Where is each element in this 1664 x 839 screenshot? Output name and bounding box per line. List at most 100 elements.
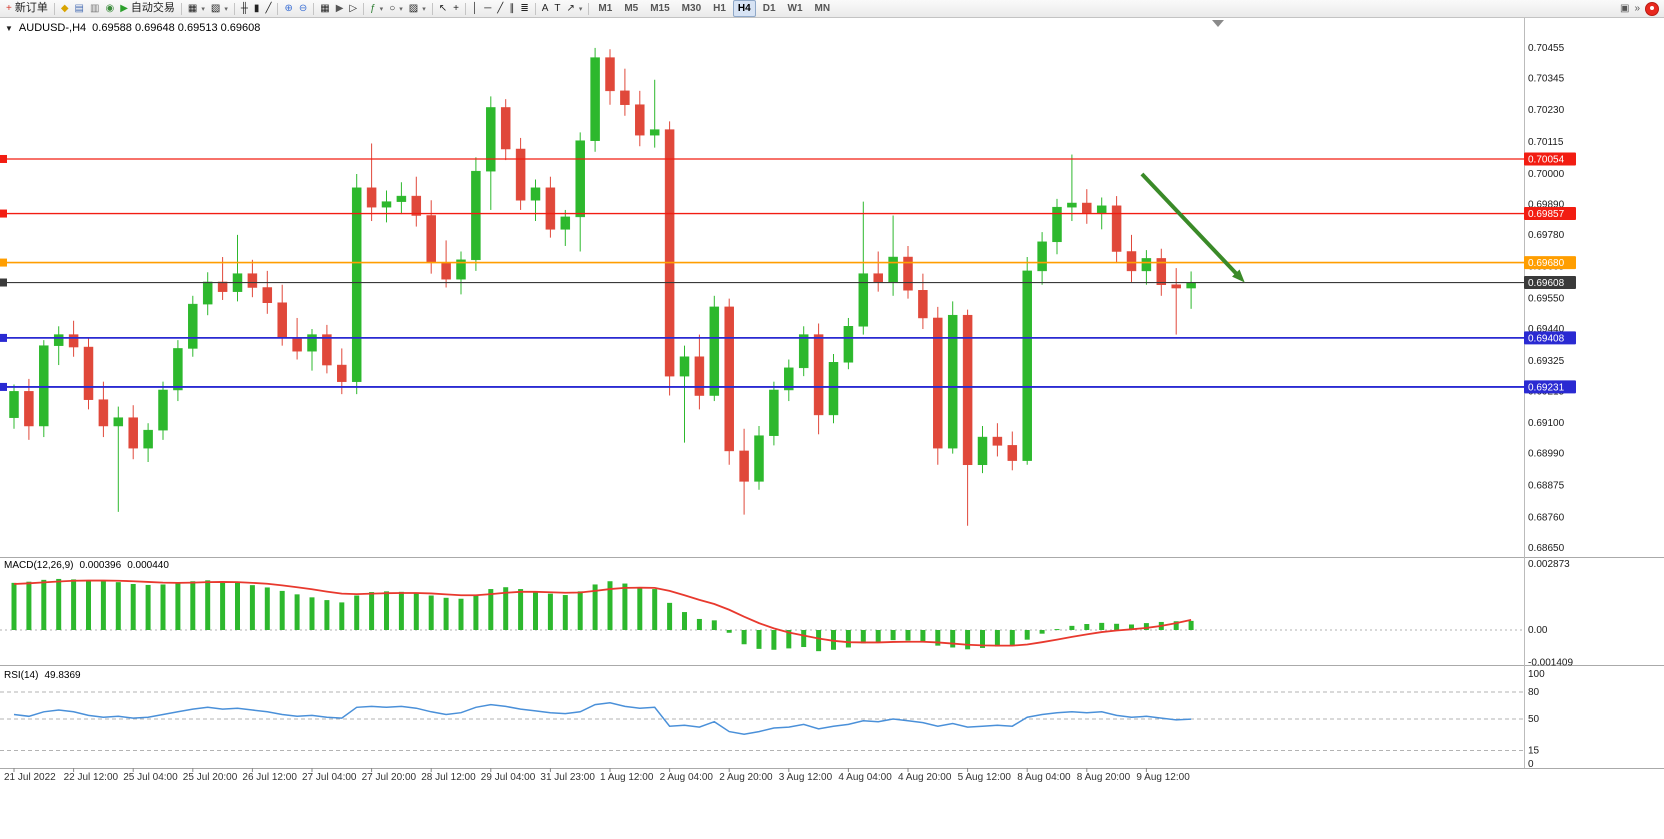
price-tag xyxy=(1524,152,1576,166)
svg-text:0.00: 0.00 xyxy=(1528,625,1548,636)
svg-text:31 Jul 23:00: 31 Jul 23:00 xyxy=(540,772,595,783)
window-list-icon[interactable]: ▣ xyxy=(1619,3,1630,14)
svg-text:25 Jul 04:00: 25 Jul 04:00 xyxy=(123,772,178,783)
candlestick-chart-icon-glyph: ▮ xyxy=(253,3,260,14)
more-commands-icon[interactable]: » xyxy=(1634,3,1640,14)
svg-text:5 Aug 12:00: 5 Aug 12:00 xyxy=(958,772,1012,783)
zoom-in-icon[interactable]: ⊕ xyxy=(281,1,295,16)
chart-window: 0.70455 0.70345 0.70230 0.70115 0.70000 0.698… xyxy=(0,18,1664,839)
dropdown-caret-icon: ▾ xyxy=(201,5,205,13)
timeframe-d1-button[interactable]: D1 xyxy=(762,3,776,14)
svg-text:0.70115: 0.70115 xyxy=(1528,137,1564,148)
timeframe-m1-button[interactable]: M1 xyxy=(598,3,613,14)
new-order-button[interactable]: + 新订单 xyxy=(3,1,51,16)
tile-windows-icon-glyph: ▦ xyxy=(320,3,330,14)
periods-icon[interactable]: ○ ▾ xyxy=(386,1,406,16)
svg-text:0.69231: 0.69231 xyxy=(1528,382,1565,393)
toolbar-separator xyxy=(363,2,365,15)
trend-arrow-line[interactable] xyxy=(1140,172,1241,279)
auto-trading-glyph: ▶ xyxy=(120,3,128,14)
line-left-tag xyxy=(0,154,7,163)
chart-shift-icon[interactable]: ▷ xyxy=(346,1,360,16)
arrows-icon[interactable]: ↗ ▾ xyxy=(564,1,586,16)
price-chart-canvas[interactable]: 0.70455 0.70345 0.70230 0.70115 0.70000 0.698… xyxy=(0,18,1664,839)
cursor-icon-glyph: ↖ xyxy=(438,3,448,14)
svg-text:2 Aug 04:00: 2 Aug 04:00 xyxy=(660,772,714,783)
trendline-icon[interactable]: ╱ xyxy=(494,1,506,16)
svg-text:27 Jul 04:00: 27 Jul 04:00 xyxy=(302,772,357,783)
fibonacci-icon[interactable]: ≣ xyxy=(517,1,531,16)
text-icon[interactable]: A xyxy=(539,1,552,16)
toolbar-separator xyxy=(588,2,590,15)
data-window-icon[interactable]: ▥ xyxy=(87,1,102,16)
channel-icon[interactable]: ∥ xyxy=(506,1,517,16)
timeframe-h4-button[interactable]: H4 xyxy=(732,0,756,17)
chart-shift-marker[interactable] xyxy=(1212,20,1224,27)
channel-icon-glyph: ∥ xyxy=(509,3,515,14)
svg-text:0.69440: 0.69440 xyxy=(1528,324,1565,335)
timeframe-m30-button[interactable]: M30 xyxy=(681,3,702,14)
rsi-line xyxy=(13,702,1192,736)
text-icon-glyph: A xyxy=(541,3,549,14)
svg-text:0.69857: 0.69857 xyxy=(1528,209,1565,220)
navigator-icon[interactable]: ◉ xyxy=(102,1,117,16)
vertical-line-icon[interactable]: │ xyxy=(469,1,481,16)
profiles-icon-glyph: ▧ xyxy=(210,3,221,14)
svg-text:21 Jul 2022: 21 Jul 2022 xyxy=(4,772,56,783)
tile-windows-icon[interactable]: ▦ xyxy=(317,1,332,16)
svg-text:0.68650: 0.68650 xyxy=(1528,543,1565,554)
line-left-tag xyxy=(0,278,7,287)
zoom-out-icon-glyph: ⊖ xyxy=(298,3,308,14)
rsi-axis: 100 80 50 15 0 xyxy=(1528,669,1545,770)
navigator-icon-glyph: ◉ xyxy=(105,3,115,14)
alert-badge-icon[interactable] xyxy=(1645,1,1659,16)
svg-text:0.69780: 0.69780 xyxy=(1528,230,1565,241)
templates-icon[interactable]: ▨ ▾ xyxy=(406,1,429,16)
auto-trading-button[interactable]: ▶ 自动交易 xyxy=(117,1,178,16)
svg-text:0: 0 xyxy=(1528,759,1534,770)
timeframe-m5-button[interactable]: M5 xyxy=(624,3,639,14)
svg-text:0.69100: 0.69100 xyxy=(1528,418,1565,429)
text-label-icon-glyph: T xyxy=(554,3,561,14)
new-order-glyph: + xyxy=(6,3,12,14)
toolbar-separator xyxy=(534,2,536,15)
crosshair-icon[interactable]: + xyxy=(450,1,462,16)
cursor-icon[interactable]: ↖ xyxy=(436,1,450,16)
line-chart-icon[interactable]: ╱ xyxy=(262,1,274,16)
auto-scroll-icon[interactable]: ▶ xyxy=(333,1,347,16)
svg-text:0.69550: 0.69550 xyxy=(1528,294,1565,305)
toolbar: + 新订单 ◆ ▤ ▥ ◉ ▶ 自动交易 ▦ ▾ ▧ ▾ ╫ ▮ ╱ ⊕ ⊖ ▦ ▶ ▷ ƒ ▾ ○ ▾ ▨ ▾ ↖ + │ ─ ╱ ∥ ≣ A T… xyxy=(0,0,1664,18)
svg-text:0.68760: 0.68760 xyxy=(1528,512,1565,523)
timeframe-mn-button[interactable]: MN xyxy=(814,3,831,14)
macd-signal-line xyxy=(13,579,1192,647)
svg-text:8 Aug 04:00: 8 Aug 04:00 xyxy=(1017,772,1071,783)
bar-chart-icon[interactable]: ╫ xyxy=(238,1,251,16)
indicators-icon-glyph: ƒ xyxy=(370,3,376,14)
horizontal-line-icon[interactable]: ─ xyxy=(481,1,494,16)
crosshair-icon-glyph: + xyxy=(453,3,459,14)
profiles-icon[interactable]: ▧ ▾ xyxy=(208,1,231,16)
chart-menu-icon[interactable]: ▼ xyxy=(5,23,13,33)
vertical-line-icon-glyph: │ xyxy=(471,3,479,14)
timeframe-w1-button[interactable]: W1 xyxy=(787,3,803,14)
auto-scroll-icon-glyph: ▶ xyxy=(335,3,344,14)
new-chart-icon[interactable]: ▦ ▾ xyxy=(185,1,208,16)
timeframe-h1-button[interactable]: H1 xyxy=(713,3,726,14)
timeframe-m15-button[interactable]: M15 xyxy=(650,3,670,14)
text-label-icon[interactable]: T xyxy=(551,1,563,16)
candlestick-chart-icon[interactable]: ▮ xyxy=(251,1,263,16)
zoom-out-icon[interactable]: ⊖ xyxy=(296,1,310,16)
svg-text:3 Aug 12:00: 3 Aug 12:00 xyxy=(779,772,833,783)
svg-text:15: 15 xyxy=(1528,746,1540,757)
market-watch-icon[interactable]: ▤ xyxy=(72,1,87,16)
dropdown-caret-icon: ▾ xyxy=(399,5,403,13)
metaeditor-icon[interactable]: ◆ xyxy=(58,1,72,16)
toolbar-right-group: ▣» xyxy=(1620,1,1661,16)
horizontal-line-icon-glyph: ─ xyxy=(484,3,492,14)
dropdown-caret-icon: ▾ xyxy=(379,5,384,13)
indicators-icon[interactable]: ƒ ▾ xyxy=(367,1,386,16)
toolbar-separator xyxy=(313,2,315,15)
trend-arrow-head[interactable] xyxy=(1232,269,1245,283)
svg-text:29 Jul 04:00: 29 Jul 04:00 xyxy=(481,772,536,783)
macd-histogram xyxy=(11,578,1194,652)
